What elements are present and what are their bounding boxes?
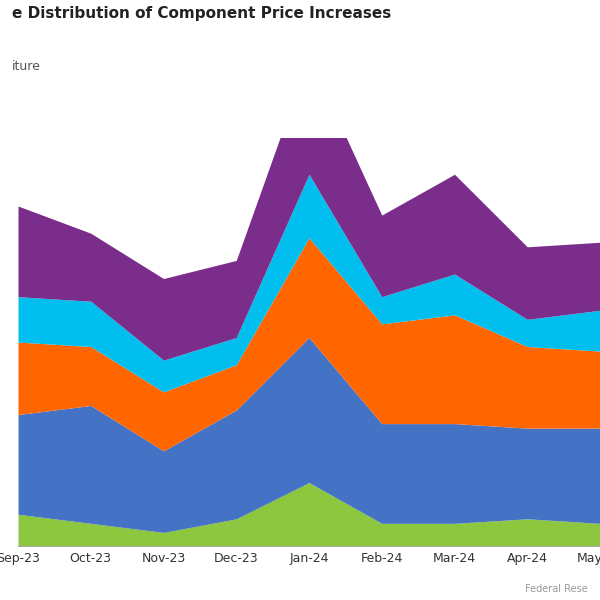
Text: iture: iture [12, 60, 41, 73]
Text: Federal Rese: Federal Rese [525, 584, 588, 594]
Text: e Distribution of Component Price Increases: e Distribution of Component Price Increa… [12, 6, 391, 21]
